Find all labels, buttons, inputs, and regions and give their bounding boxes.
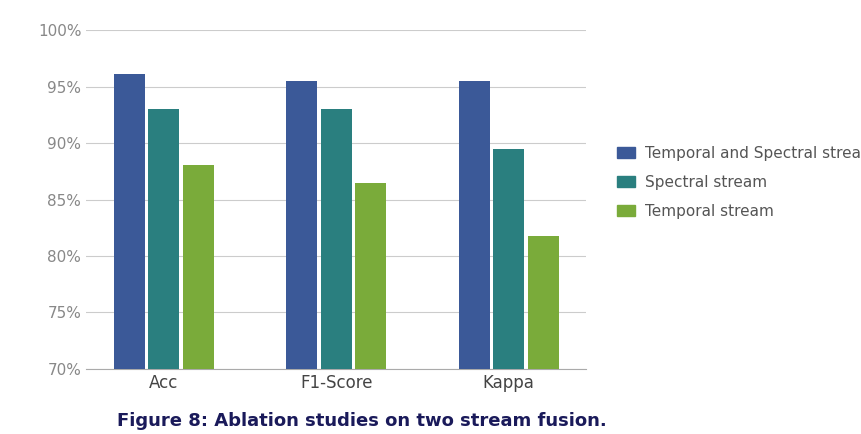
Text: Figure 8: Ablation studies on two stream fusion.: Figure 8: Ablation studies on two stream…	[117, 412, 606, 430]
Bar	[492, 149, 523, 434]
Bar	[114, 74, 145, 434]
Bar	[458, 81, 489, 434]
Bar	[355, 183, 386, 434]
Bar	[286, 81, 317, 434]
Bar	[183, 164, 214, 434]
Bar	[148, 109, 179, 434]
Bar	[320, 109, 351, 434]
Legend: Temporal and Spectral stream, Spectral stream, Temporal stream: Temporal and Spectral stream, Spectral s…	[610, 140, 861, 225]
Bar	[527, 236, 558, 434]
